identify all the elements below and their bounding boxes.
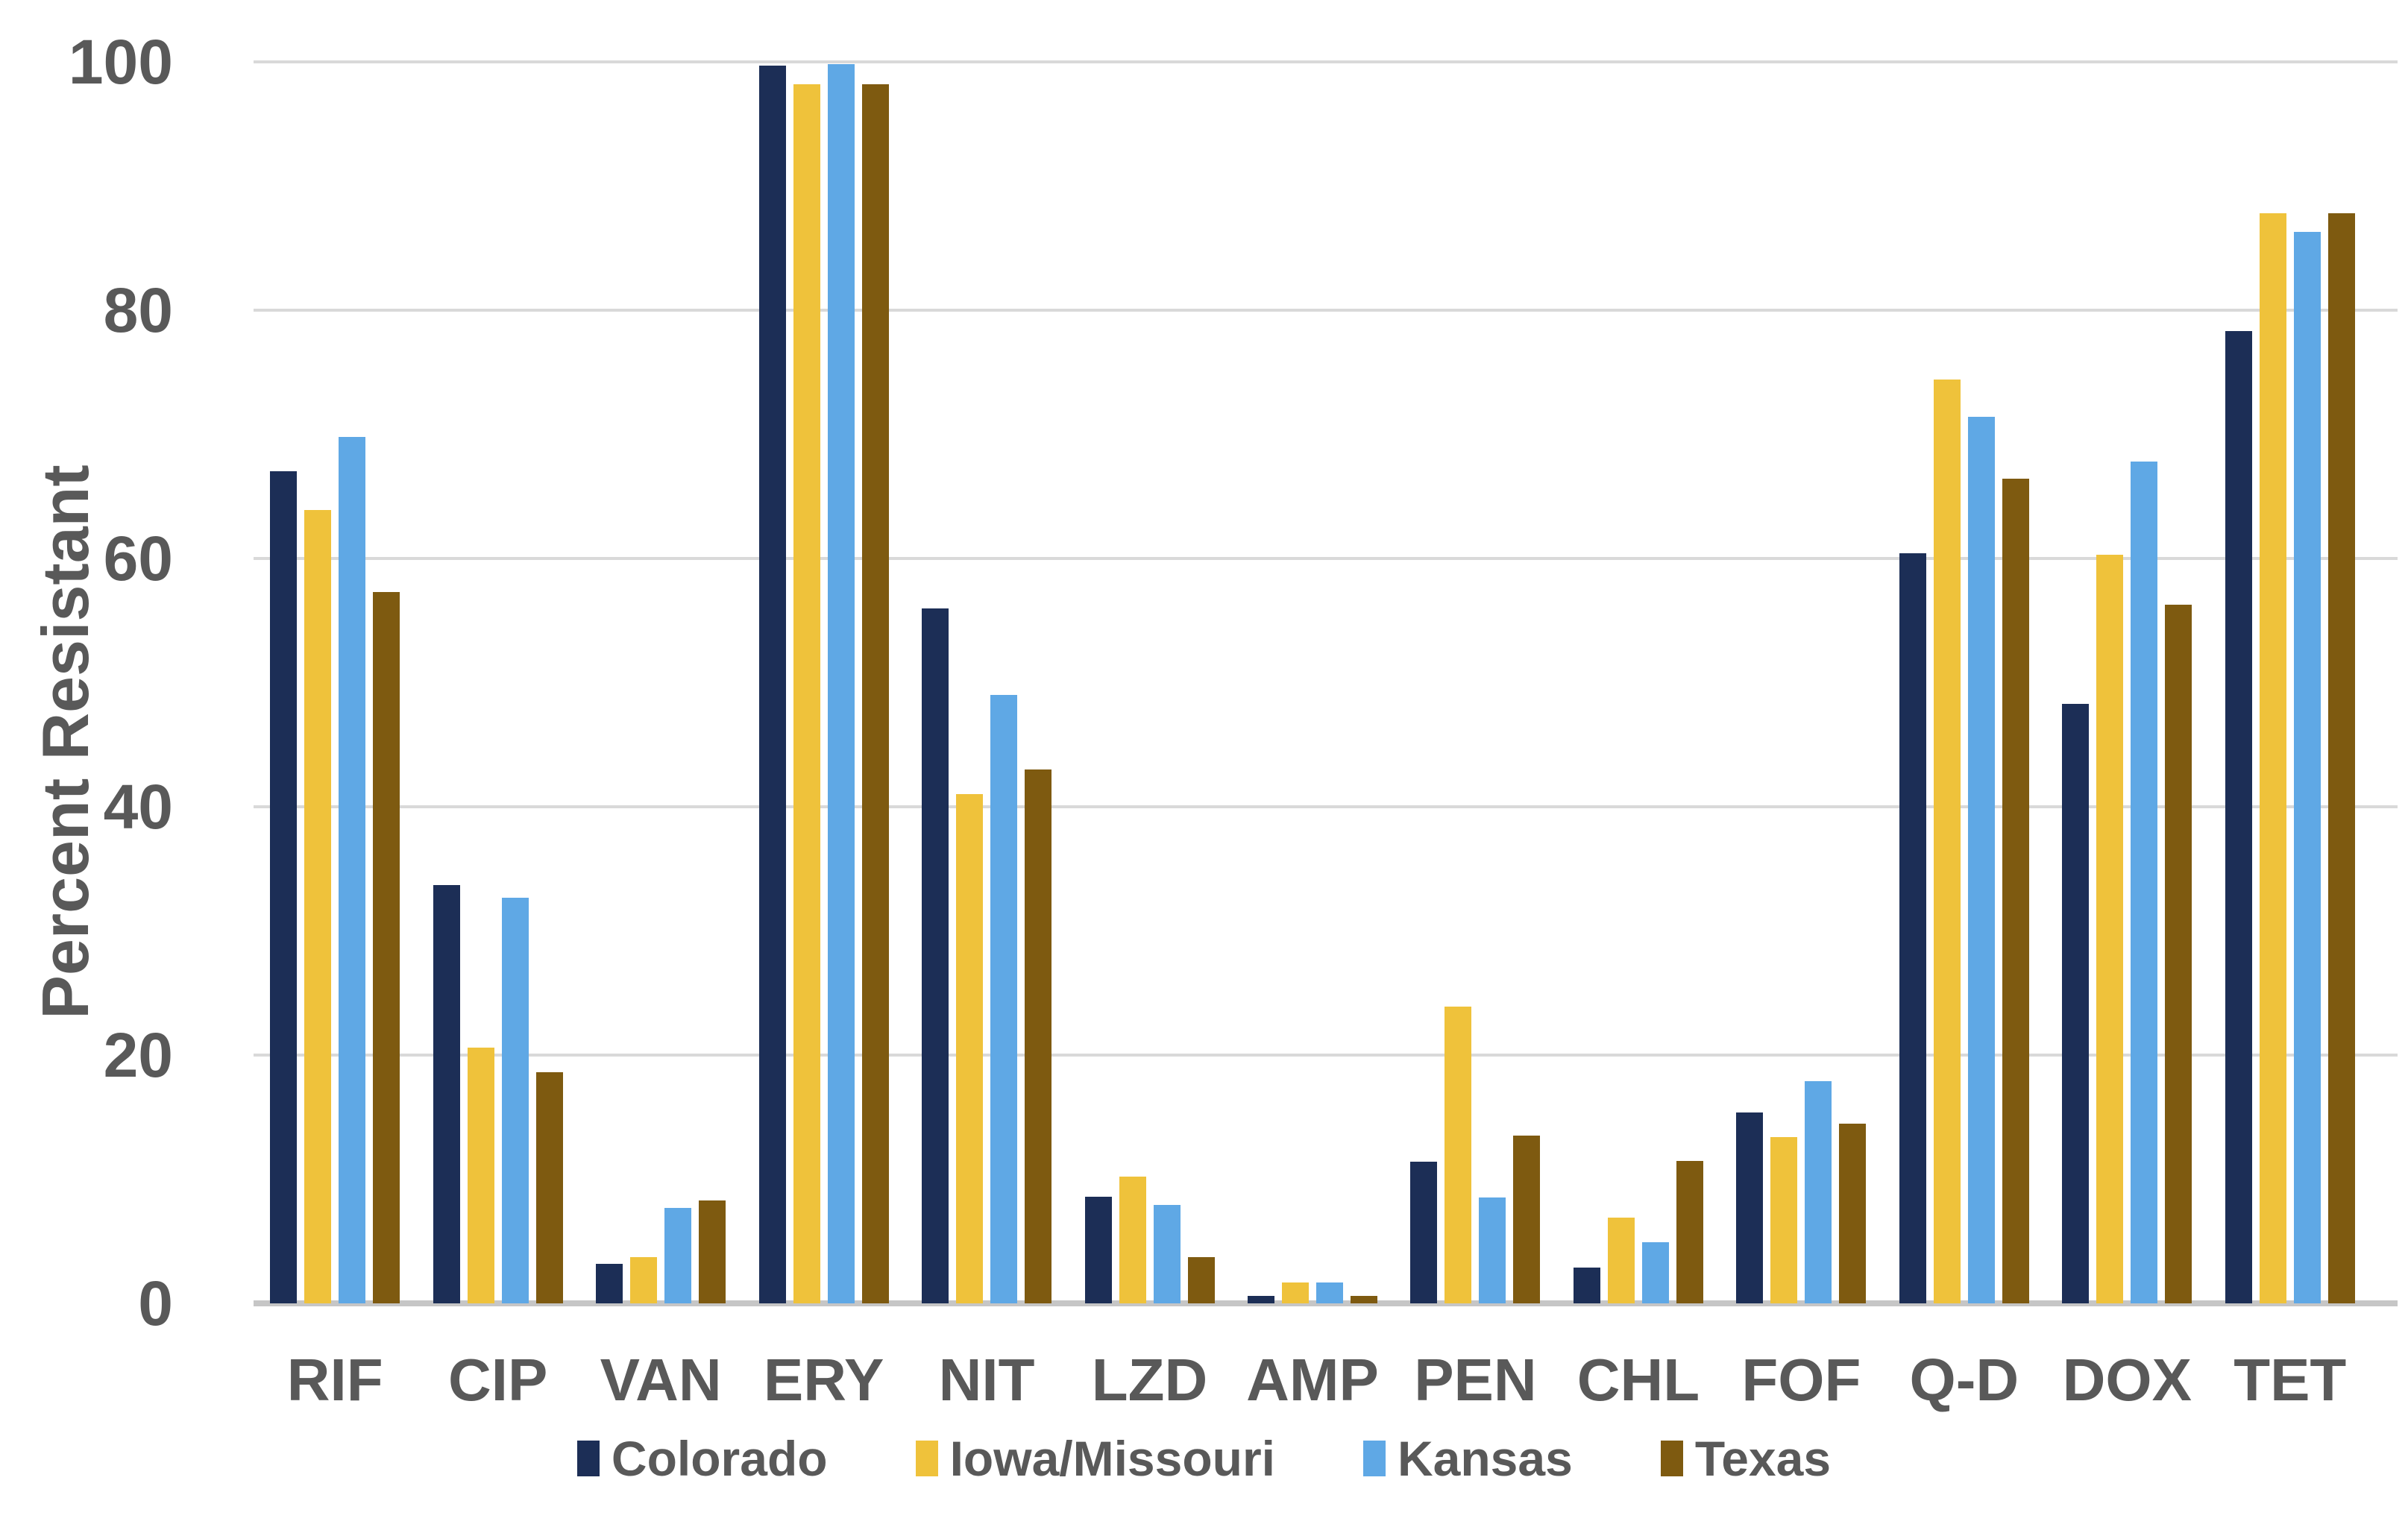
bar-PEN-colorado bbox=[1410, 1162, 1438, 1303]
bar-Q-D-texas bbox=[2002, 479, 2029, 1303]
y-tick-label-80: 80 bbox=[103, 275, 173, 345]
bar-NIT-kansas bbox=[990, 695, 1018, 1303]
legend-item-colorado: Colorado bbox=[576, 1430, 828, 1487]
bar-RIF-texas bbox=[373, 591, 400, 1303]
y-tick-label-40: 40 bbox=[103, 772, 173, 842]
bar-AMP-kansas bbox=[1316, 1282, 1343, 1303]
gridline-40 bbox=[254, 805, 2398, 808]
x-tick-label-PEN: PEN bbox=[1414, 1347, 1537, 1413]
bar-DOX-texas bbox=[2165, 604, 2192, 1303]
y-tick-label-20: 20 bbox=[103, 1020, 173, 1090]
bar-NIT-texas bbox=[1025, 769, 1052, 1303]
bar-CIP-kansas bbox=[501, 897, 529, 1303]
bar-NIT-colorado bbox=[922, 608, 949, 1303]
bar-DOX-iowa-missouri bbox=[2096, 555, 2124, 1303]
bar-LZD-colorado bbox=[1084, 1196, 1112, 1303]
bar-TET-colorado bbox=[2225, 331, 2252, 1303]
bar-PEN-iowa-missouri bbox=[1445, 1007, 1472, 1303]
y-tick-label-100: 100 bbox=[68, 27, 173, 97]
x-tick-label-CIP: CIP bbox=[448, 1347, 548, 1413]
x-tick-label-LZD: LZD bbox=[1091, 1347, 1208, 1413]
legend-label: Iowa/Missouri bbox=[949, 1431, 1275, 1486]
bar-FOF-kansas bbox=[1805, 1080, 1832, 1303]
bar-AMP-iowa-missouri bbox=[1282, 1282, 1309, 1303]
bar-FOF-colorado bbox=[1736, 1112, 1764, 1303]
legend-label: Kansas bbox=[1398, 1431, 1573, 1486]
x-tick-label-RIF: RIF bbox=[286, 1347, 383, 1413]
legend-swatch-icon bbox=[576, 1441, 600, 1476]
bar-PEN-texas bbox=[1513, 1136, 1541, 1303]
gridline-80 bbox=[254, 309, 2398, 312]
bar-CHL-colorado bbox=[1573, 1267, 1600, 1303]
legend-swatch-icon bbox=[1363, 1441, 1386, 1476]
bar-VAN-iowa-missouri bbox=[630, 1257, 658, 1303]
legend-label: Texas bbox=[1694, 1431, 1832, 1486]
bar-LZD-iowa-missouri bbox=[1119, 1177, 1146, 1303]
bar-ERY-colorado bbox=[758, 65, 786, 1303]
x-tick-label-AMP: AMP bbox=[1246, 1347, 1379, 1413]
bar-FOF-iowa-missouri bbox=[1770, 1136, 1798, 1303]
bar-CIP-colorado bbox=[433, 884, 460, 1303]
bar-AMP-texas bbox=[1351, 1296, 1377, 1303]
bar-DOX-colorado bbox=[2062, 703, 2090, 1303]
bar-RIF-kansas bbox=[339, 436, 366, 1303]
bar-ERY-iowa-missouri bbox=[793, 84, 820, 1303]
legend-item-texas: Texas bbox=[1660, 1430, 1832, 1487]
bar-ERY-texas bbox=[861, 84, 889, 1303]
x-tick-label-DOX: DOX bbox=[2062, 1347, 2192, 1413]
bar-TET-iowa-missouri bbox=[2259, 213, 2286, 1303]
y-tick-label-0: 0 bbox=[138, 1268, 173, 1338]
legend: Colorado Iowa/Missouri Kansas Texas bbox=[0, 1430, 2408, 1487]
bar-PEN-kansas bbox=[1479, 1197, 1506, 1303]
bar-CIP-iowa-missouri bbox=[467, 1048, 494, 1303]
x-axis-line bbox=[254, 1300, 2398, 1306]
bar-ERY-kansas bbox=[827, 64, 855, 1303]
legend-swatch-icon bbox=[915, 1441, 938, 1476]
bar-FOF-texas bbox=[1839, 1123, 1867, 1303]
x-tick-label-VAN: VAN bbox=[600, 1347, 722, 1413]
bar-VAN-colorado bbox=[596, 1263, 623, 1303]
bar-Q-D-colorado bbox=[1899, 553, 1926, 1303]
bar-LZD-kansas bbox=[1153, 1205, 1181, 1303]
gridline-100 bbox=[254, 60, 2398, 63]
bar-Q-D-kansas bbox=[1967, 417, 1995, 1303]
x-tick-label-NIT: NIT bbox=[938, 1347, 1035, 1413]
x-tick-label-TET: TET bbox=[2233, 1347, 2347, 1413]
bar-TET-kansas bbox=[2293, 232, 2321, 1303]
bar-LZD-texas bbox=[1187, 1257, 1215, 1303]
bar-NIT-iowa-missouri bbox=[956, 794, 984, 1303]
legend-item-iowa-missouri: Iowa/Missouri bbox=[915, 1430, 1275, 1487]
bar-AMP-colorado bbox=[1248, 1296, 1274, 1303]
bar-CHL-texas bbox=[1676, 1160, 1703, 1303]
x-tick-label-CHL: CHL bbox=[1576, 1347, 1700, 1413]
bar-RIF-iowa-missouri bbox=[304, 510, 332, 1303]
legend-item-kansas: Kansas bbox=[1363, 1430, 1573, 1487]
y-tick-label-60: 60 bbox=[103, 523, 173, 594]
bar-CHL-kansas bbox=[1641, 1242, 1669, 1303]
gridline-20 bbox=[254, 1054, 2398, 1057]
bar-DOX-kansas bbox=[2131, 462, 2158, 1303]
legend-swatch-icon bbox=[1660, 1441, 1683, 1476]
gridline-60 bbox=[254, 557, 2398, 560]
bar-VAN-texas bbox=[699, 1200, 726, 1303]
bar-VAN-kansas bbox=[664, 1207, 692, 1303]
bar-Q-D-iowa-missouri bbox=[1933, 380, 1961, 1303]
bar-CHL-iowa-missouri bbox=[1607, 1218, 1635, 1303]
x-tick-label-ERY: ERY bbox=[763, 1347, 884, 1413]
bar-TET-texas bbox=[2327, 213, 2355, 1303]
bar-CIP-texas bbox=[535, 1072, 563, 1303]
legend-label: Colorado bbox=[611, 1431, 828, 1486]
x-tick-label-Q-D: Q-D bbox=[1909, 1347, 2019, 1413]
x-tick-label-FOF: FOF bbox=[1741, 1347, 1861, 1413]
bar-RIF-colorado bbox=[270, 471, 298, 1303]
